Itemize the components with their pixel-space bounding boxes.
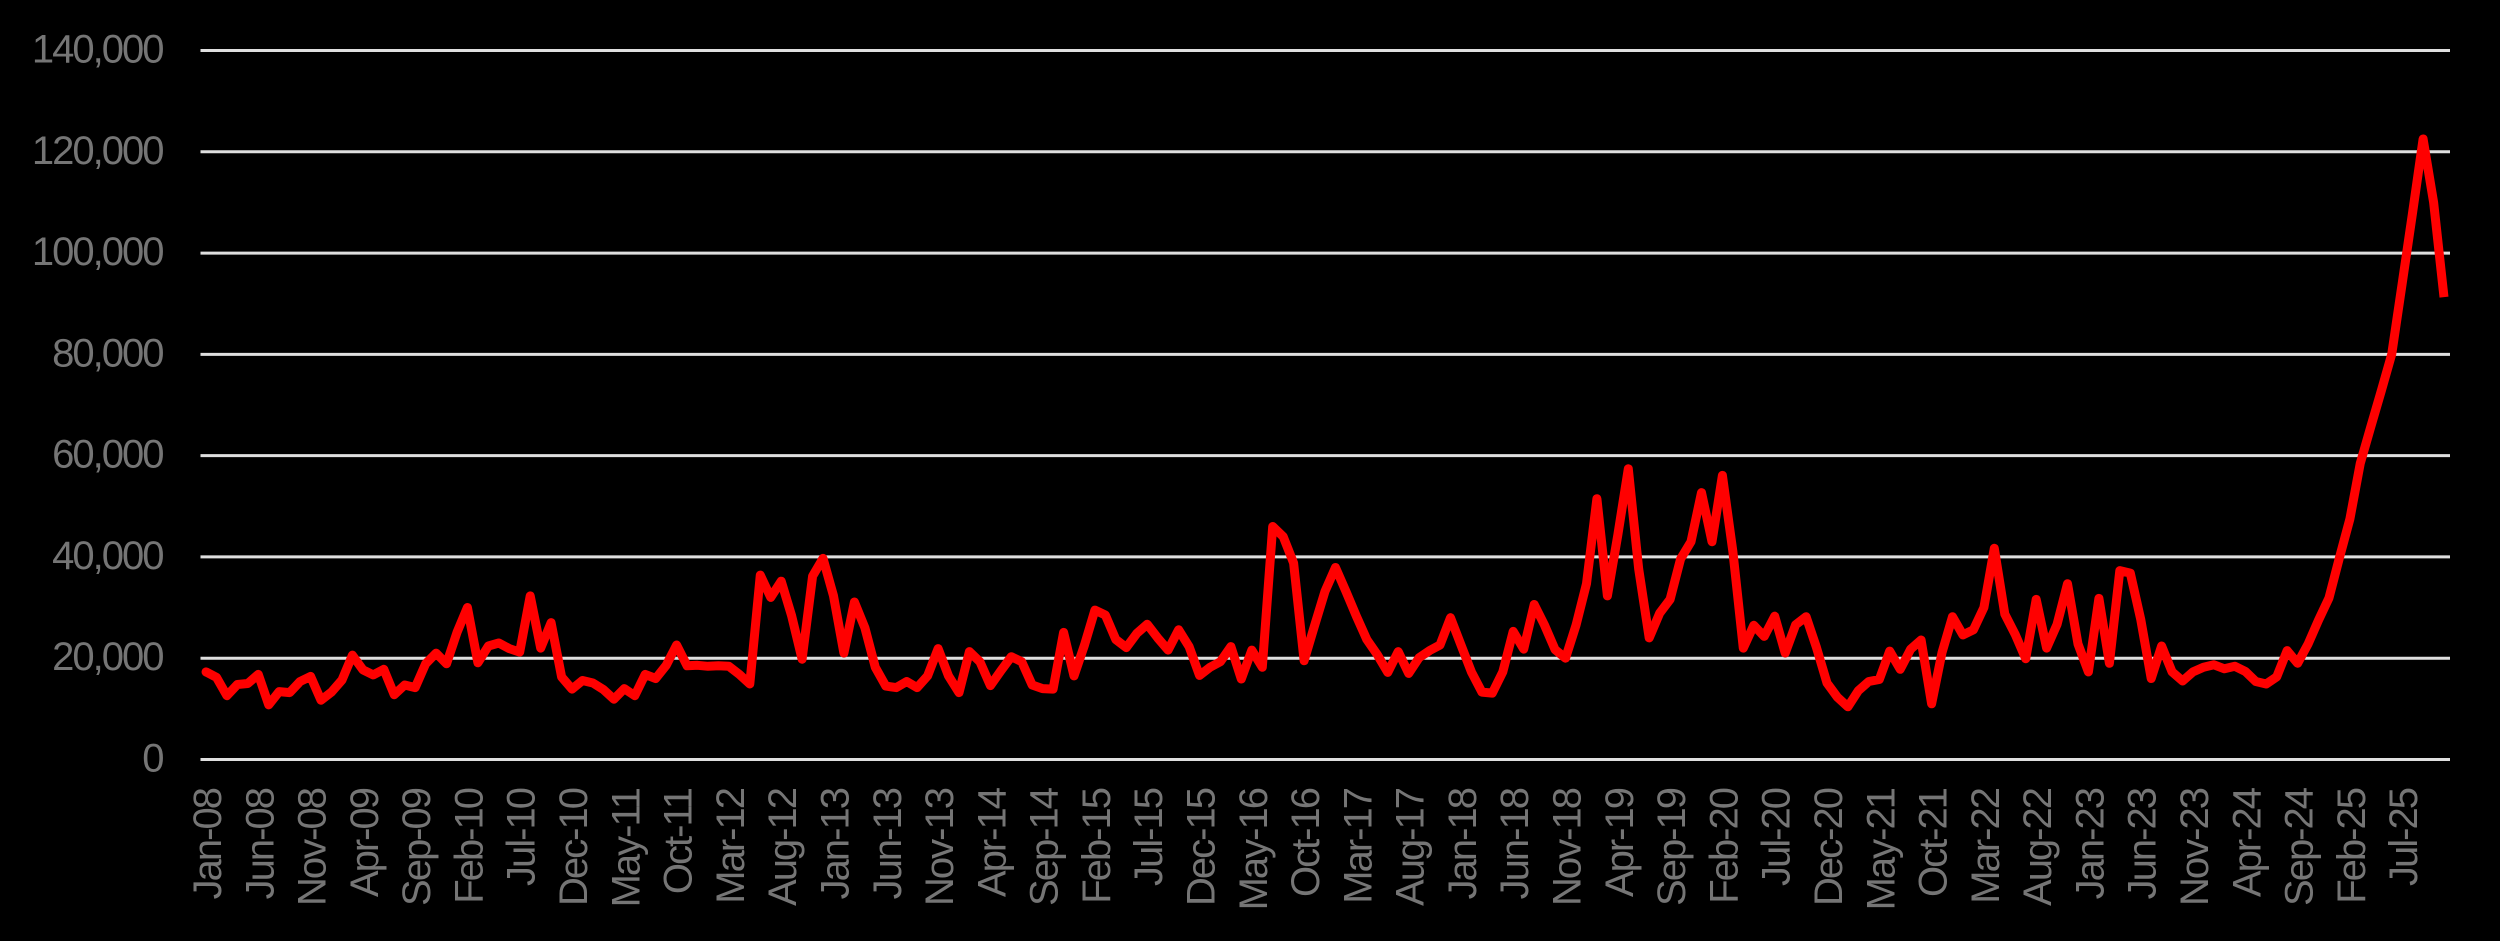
svg-text:Nov-13: Nov-13 <box>918 788 962 906</box>
svg-text:Nov-23: Nov-23 <box>2173 788 2217 906</box>
svg-text:Jul-10: Jul-10 <box>500 788 544 886</box>
svg-text:May-11: May-11 <box>604 788 648 907</box>
svg-text:Jun-23: Jun-23 <box>2121 788 2165 899</box>
svg-text:Apr-14: Apr-14 <box>970 787 1014 897</box>
svg-text:Jun-13: Jun-13 <box>866 788 910 899</box>
svg-text:Sep-14: Sep-14 <box>1023 787 1067 906</box>
svg-text:Jan-13: Jan-13 <box>814 788 858 899</box>
svg-text:Dec-20: Dec-20 <box>1807 788 1851 906</box>
svg-text:Jan-18: Jan-18 <box>1441 788 1485 899</box>
svg-text:May-21: May-21 <box>1859 788 1903 910</box>
svg-text:Apr-19: Apr-19 <box>1598 788 1642 897</box>
svg-text:Jun-08: Jun-08 <box>238 788 282 899</box>
svg-text:100,000: 100,000 <box>32 230 163 274</box>
svg-text:Oct-11: Oct-11 <box>657 788 701 894</box>
svg-text:20,000: 20,000 <box>52 635 163 679</box>
svg-text:Aug-22: Aug-22 <box>2016 788 2060 906</box>
svg-text:80,000: 80,000 <box>52 331 163 375</box>
svg-text:Jul-25: Jul-25 <box>2382 788 2426 886</box>
svg-text:Feb-25: Feb-25 <box>2330 788 2374 903</box>
svg-text:Jul-20: Jul-20 <box>1755 788 1799 886</box>
svg-text:Jun-18: Jun-18 <box>1493 788 1537 899</box>
svg-text:Sep-19: Sep-19 <box>1650 788 1694 906</box>
svg-text:Oct-21: Oct-21 <box>1912 788 1956 897</box>
svg-text:60,000: 60,000 <box>52 433 163 477</box>
svg-text:Jan-08: Jan-08 <box>186 788 230 899</box>
svg-text:Nov-08: Nov-08 <box>291 788 335 906</box>
svg-text:Aug-12: Aug-12 <box>761 788 805 906</box>
svg-text:Mar-22: Mar-22 <box>1964 788 2008 903</box>
svg-text:Sep-24: Sep-24 <box>2278 787 2322 906</box>
svg-text:Jan-23: Jan-23 <box>2068 788 2112 899</box>
svg-text:Oct-16: Oct-16 <box>1284 788 1328 897</box>
svg-text:Mar-12: Mar-12 <box>709 788 753 903</box>
svg-text:Sep-09: Sep-09 <box>395 788 439 906</box>
svg-text:Dec-15: Dec-15 <box>1180 788 1224 906</box>
svg-text:Nov-18: Nov-18 <box>1546 788 1590 906</box>
svg-text:May-16: May-16 <box>1232 788 1276 910</box>
svg-text:Apr-24: Apr-24 <box>2225 787 2269 897</box>
svg-text:Apr-09: Apr-09 <box>343 788 387 897</box>
svg-text:0: 0 <box>142 737 163 781</box>
svg-text:Aug-17: Aug-17 <box>1389 788 1433 906</box>
svg-text:Jul-15: Jul-15 <box>1127 788 1171 886</box>
svg-text:Feb-20: Feb-20 <box>1702 788 1746 903</box>
svg-text:Dec-10: Dec-10 <box>552 788 596 906</box>
svg-text:Feb-15: Feb-15 <box>1075 788 1119 903</box>
svg-text:Mar-17: Mar-17 <box>1336 788 1380 903</box>
svg-text:40,000: 40,000 <box>52 534 163 578</box>
svg-text:Feb-10: Feb-10 <box>447 788 491 903</box>
svg-text:140,000: 140,000 <box>32 28 163 72</box>
svg-text:120,000: 120,000 <box>32 129 163 173</box>
